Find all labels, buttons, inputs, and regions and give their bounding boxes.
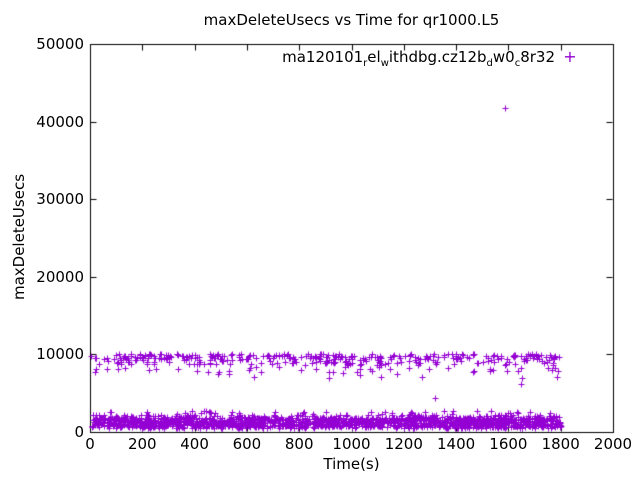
y-axis-label: maxDeleteUsecs xyxy=(10,173,28,301)
plus-marker-icon: + xyxy=(563,47,577,66)
y-tick-label: 0 xyxy=(74,423,84,441)
x-tick-label: 1400 xyxy=(437,435,476,453)
y-tick-label: 10000 xyxy=(36,345,84,364)
legend-series-label: ma120101relwithdbg.cz12bdw0c8r32 xyxy=(282,48,555,69)
x-tick-label: 200 xyxy=(127,435,157,453)
x-axis-label: Time(s) xyxy=(323,455,380,473)
x-tick-label: 400 xyxy=(180,435,209,453)
x-tick-label: 800 xyxy=(284,435,314,453)
y-tick-label: 20000 xyxy=(36,267,84,286)
legend-entry: ma120101relwithdbg.cz12bdw0c8r32 + xyxy=(282,47,585,69)
y-tick-label: 50000 xyxy=(36,35,84,53)
x-tick-label: 1200 xyxy=(384,435,423,453)
y-tick-label: 40000 xyxy=(36,112,84,131)
y-tick-label: 30000 xyxy=(36,190,84,209)
x-tick-label: 1800 xyxy=(541,435,580,453)
x-tick-label: 1600 xyxy=(489,435,528,453)
x-tick-label: 2000 xyxy=(593,435,633,453)
x-tick-label: 1000 xyxy=(332,435,371,453)
chart-title: maxDeleteUsecs vs Time for qr1000.L5 xyxy=(203,11,500,29)
x-tick-label: 600 xyxy=(232,435,262,453)
x-tick-label: 0 xyxy=(85,435,95,453)
